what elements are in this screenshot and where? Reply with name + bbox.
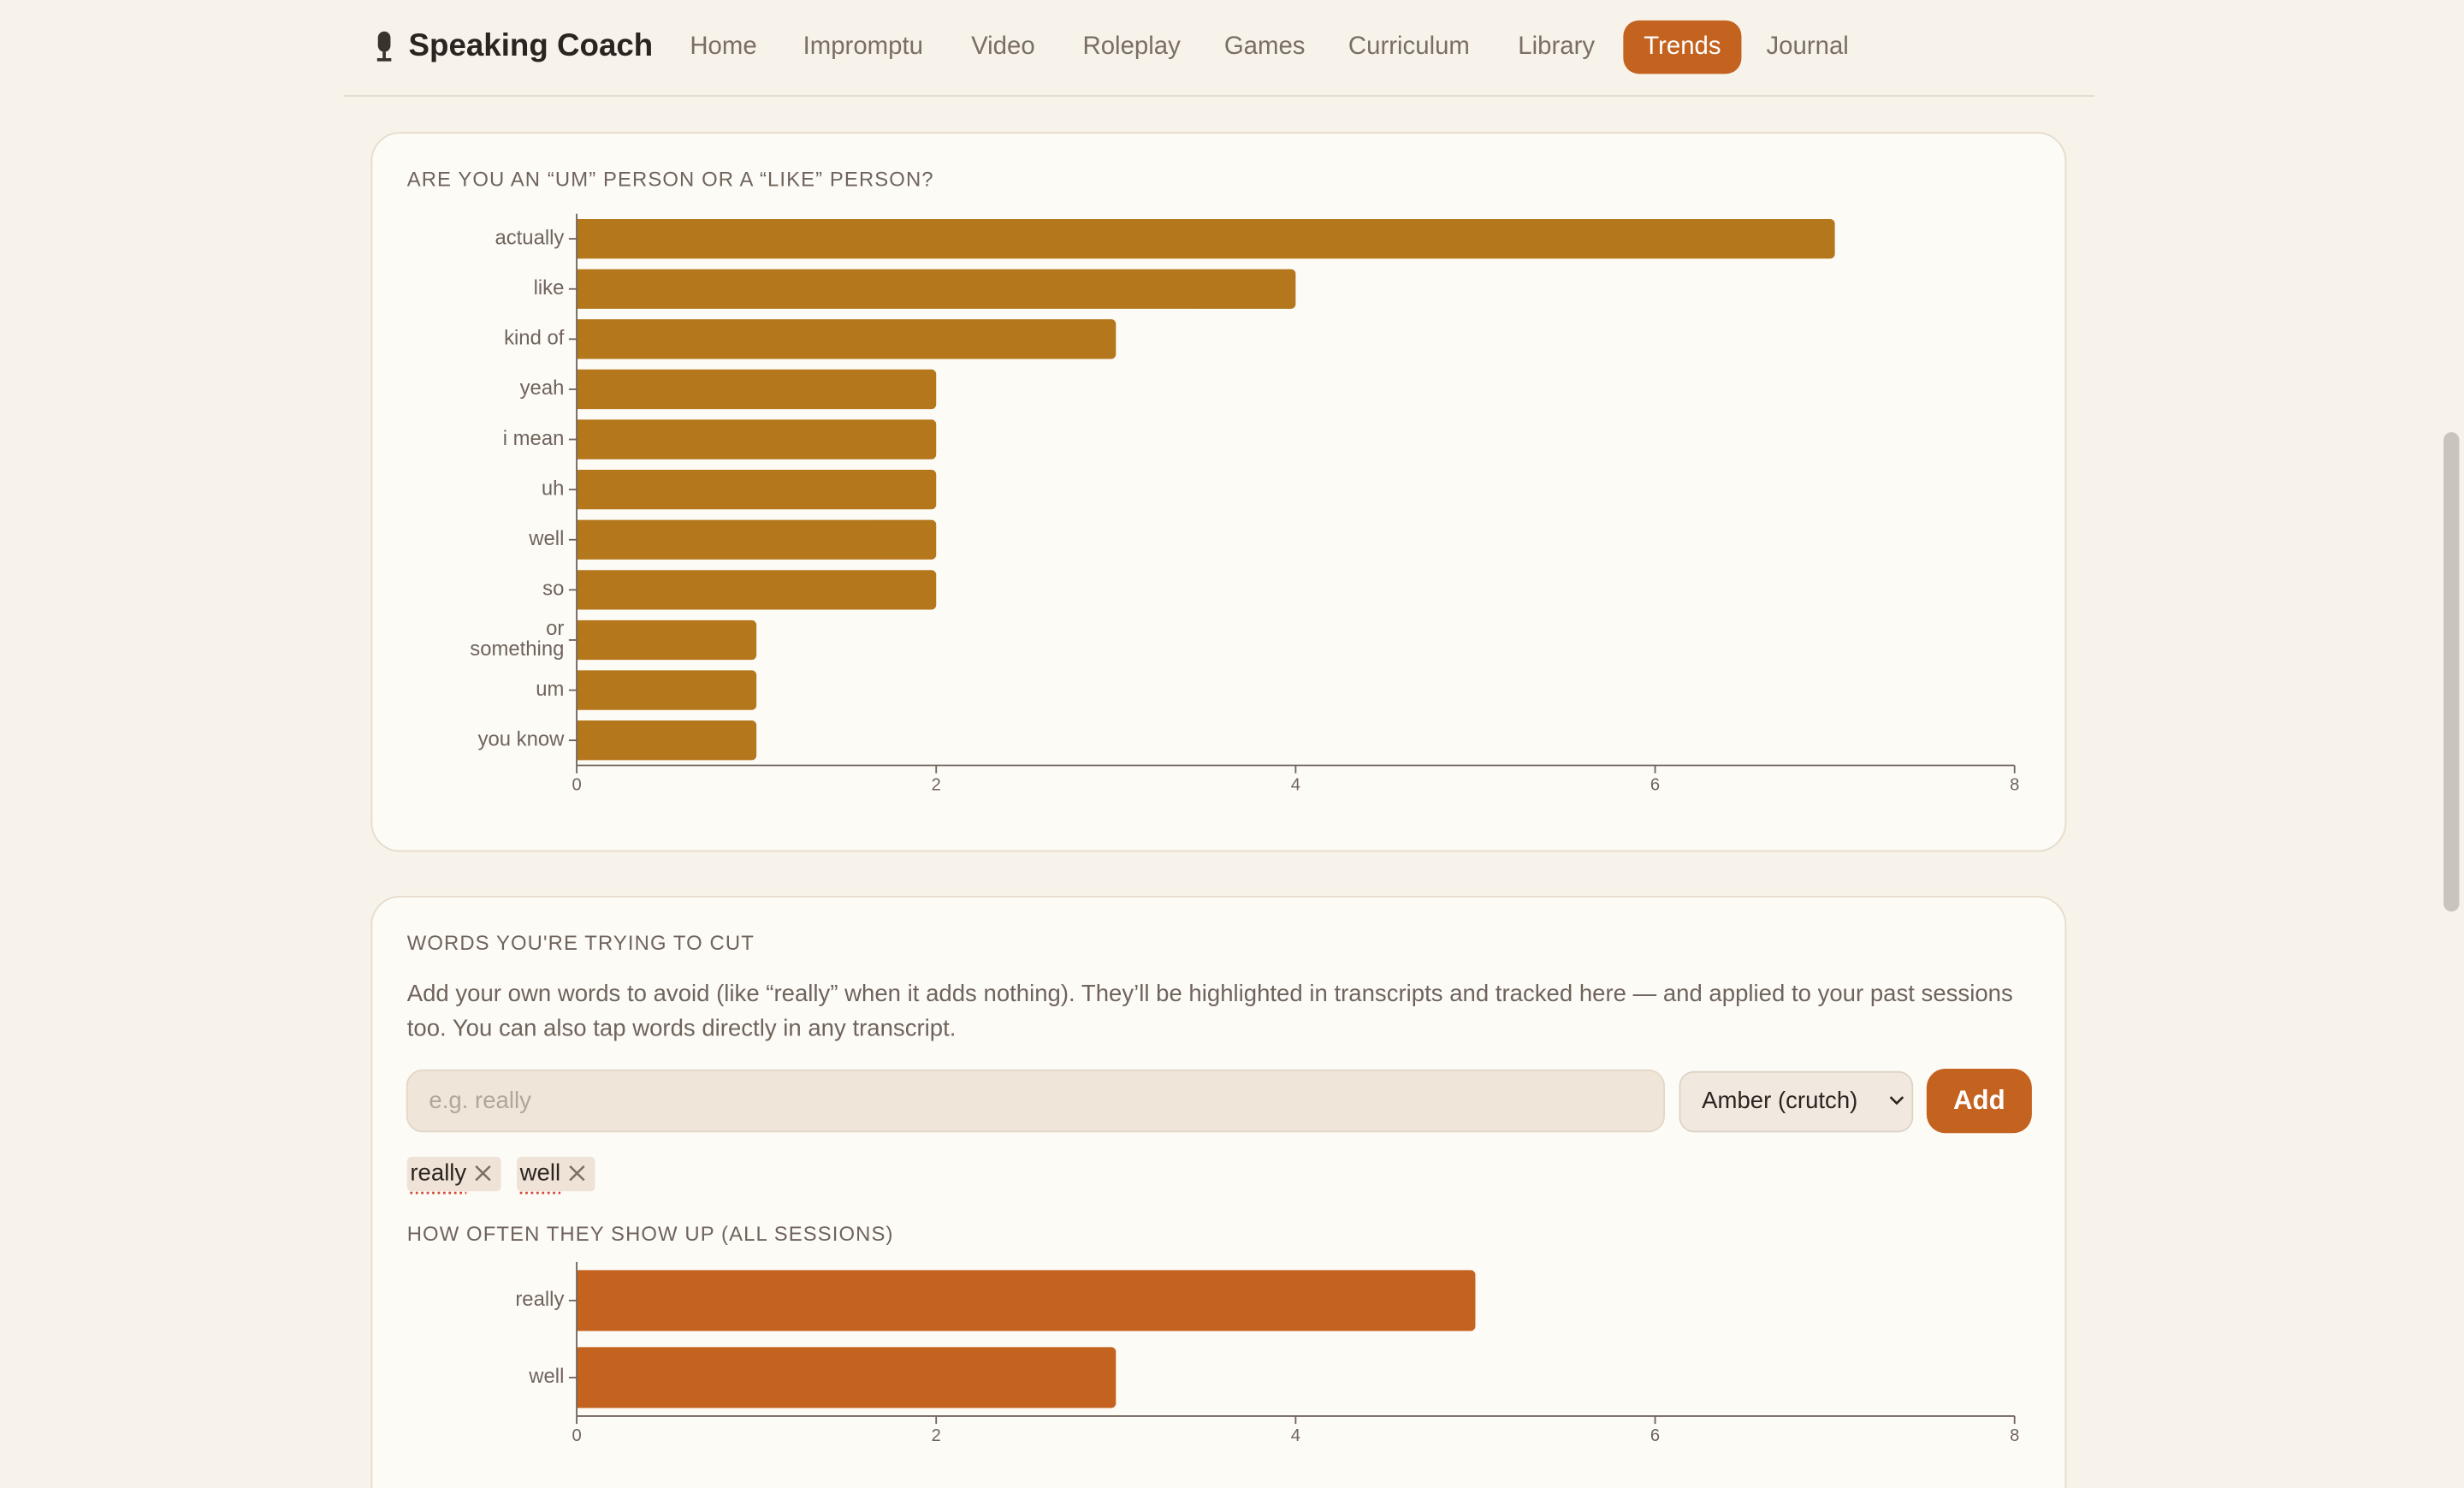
x-tick-label: 0	[572, 1426, 581, 1445]
y-tick-label: i mean	[503, 427, 565, 450]
scrollbar-thumb	[2443, 432, 2460, 912]
select-value: Amber (crutch)	[1702, 1087, 1857, 1113]
add-button-label: Add	[1953, 1085, 2005, 1115]
nav-item[interactable]: Roleplay	[1083, 32, 1182, 60]
nav-item[interactable]: Journal	[1766, 32, 1848, 60]
bar	[577, 1347, 1116, 1408]
chart-title: ARE YOU AN “UM” PERSON OR A “LIKE” PERSO…	[407, 169, 934, 192]
bar	[577, 1270, 1476, 1331]
nav-item[interactable]: Impromptu	[803, 32, 923, 60]
y-tick-label: really	[515, 1288, 564, 1311]
x-tick-label: 6	[1650, 1426, 1660, 1445]
x-tick-label: 2	[932, 1426, 941, 1445]
x-tick-label: 4	[1291, 776, 1300, 795]
y-tick-label: yeah	[520, 376, 565, 400]
x-tick-label: 6	[1650, 776, 1660, 795]
y-tick-label: well	[528, 1365, 564, 1388]
y-tick-label: or something	[470, 617, 564, 661]
x-tick-label: 4	[1291, 1426, 1300, 1445]
bar	[577, 570, 937, 610]
input-placeholder: e.g. really	[429, 1087, 531, 1113]
word-chip[interactable]	[516, 1156, 595, 1192]
x-tick-label: 8	[2010, 776, 2019, 795]
category-select[interactable]	[1679, 1070, 1914, 1133]
add-button[interactable]	[1926, 1068, 2032, 1134]
chip-label: well	[519, 1159, 560, 1185]
x-tick-label: 2	[932, 776, 941, 795]
y-tick-label: uh	[542, 477, 565, 500]
chip-remove[interactable]	[475, 1165, 491, 1182]
select-caret	[1889, 1096, 1904, 1106]
bar	[577, 319, 1116, 359]
nav-item[interactable]: Games	[1224, 32, 1306, 60]
nav-item[interactable]: Home	[690, 32, 756, 60]
bar	[577, 470, 937, 510]
bar	[577, 519, 937, 560]
bar	[577, 720, 757, 761]
y-tick-label: well	[528, 527, 564, 550]
nav-active-pill	[1623, 20, 1742, 74]
card	[370, 895, 2067, 1488]
x-tick-label: 8	[2010, 1426, 2019, 1445]
bar	[577, 218, 1835, 259]
y-tick-label: kind of	[504, 327, 565, 350]
section-heading: WORDS YOU'RE TRYING TO CUT	[407, 932, 755, 955]
y-tick-label: um	[536, 678, 564, 701]
y-tick-label: like	[534, 276, 565, 299]
brand-icon	[376, 31, 392, 62]
nav-item[interactable]: Video	[971, 32, 1035, 60]
y-tick-label: you know	[478, 728, 566, 751]
word-chip[interactable]	[406, 1156, 501, 1192]
description: Add your own words to avoid (like “reall…	[406, 981, 2013, 1042]
x-tick-label: 0	[572, 776, 581, 795]
bar	[577, 269, 1296, 309]
chip-label: really	[410, 1159, 466, 1185]
description-box: Add your own words to avoid (like “reall…	[406, 981, 2013, 1042]
nav-item[interactable]: Trends	[1644, 32, 1721, 60]
bar	[577, 419, 937, 459]
y-tick-label: so	[542, 578, 564, 601]
chip-remove[interactable]	[569, 1165, 585, 1182]
chart-title: HOW OFTEN THEY SHOW UP (ALL SESSIONS)	[407, 1223, 894, 1246]
bar	[577, 620, 757, 661]
y-tick-label: actually	[495, 226, 564, 249]
word-input[interactable]	[406, 1069, 1666, 1133]
bar	[577, 670, 757, 710]
nav-item[interactable]: Library	[1518, 32, 1595, 60]
nav-item[interactable]: Curriculum	[1348, 32, 1470, 60]
brand[interactable]: Speaking Coach	[409, 27, 654, 62]
card	[370, 132, 2067, 852]
bar	[577, 369, 937, 410]
